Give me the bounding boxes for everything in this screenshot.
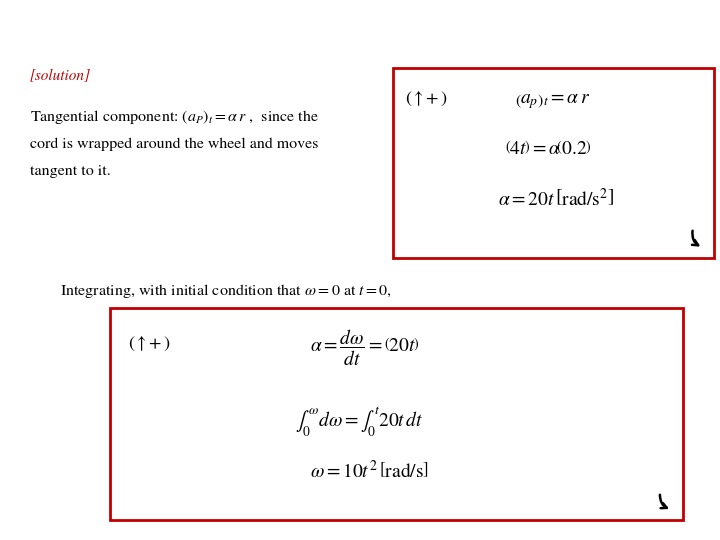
Text: Tangential component: $(a_P)_t = \alpha\,r$ ,  since the: Tangential component: $(a_P)_t = \alpha\…: [30, 108, 319, 126]
Text: cord is wrapped around the wheel and moves: cord is wrapped around the wheel and mov…: [30, 138, 318, 151]
Text: [solution]: [solution]: [30, 68, 91, 82]
Bar: [110, 308, 683, 520]
Text: $\int_0^{\omega} d\omega = \int_0^{t} 20t\,dt$: $\int_0^{\omega} d\omega = \int_0^{t} 20…: [295, 405, 423, 440]
Text: $(\uparrow\!+)$: $(\uparrow\!+)$: [405, 90, 448, 108]
Text: $(\uparrow\!+)$: $(\uparrow\!+)$: [128, 335, 171, 353]
Text: Integrating, with initial condition that $\omega= 0$ at $t = 0$,: Integrating, with initial condition that…: [60, 282, 392, 300]
Bar: [393, 68, 714, 258]
Text: $\left(4t\right)= \alpha\!\left(0.2\right)$: $\left(4t\right)= \alpha\!\left(0.2\righ…: [505, 140, 592, 158]
Text: $\alpha = \dfrac{d\omega}{dt} = \left(20t\right)$: $\alpha = \dfrac{d\omega}{dt} = \left(20…: [310, 328, 420, 368]
Text: $\alpha = 20t\,\left[\mathrm{rad/s}^2\right]$: $\alpha = 20t\,\left[\mathrm{rad/s}^2\ri…: [498, 188, 614, 210]
Text: $\left(a_p\right)_t = \alpha\,r$: $\left(a_p\right)_t = \alpha\,r$: [515, 92, 590, 111]
Text: $\omega = 10t^2\,\left[\mathrm{rad/s}\right]$: $\omega = 10t^2\,\left[\mathrm{rad/s}\ri…: [310, 460, 429, 482]
Text: tangent to it.: tangent to it.: [30, 165, 111, 178]
